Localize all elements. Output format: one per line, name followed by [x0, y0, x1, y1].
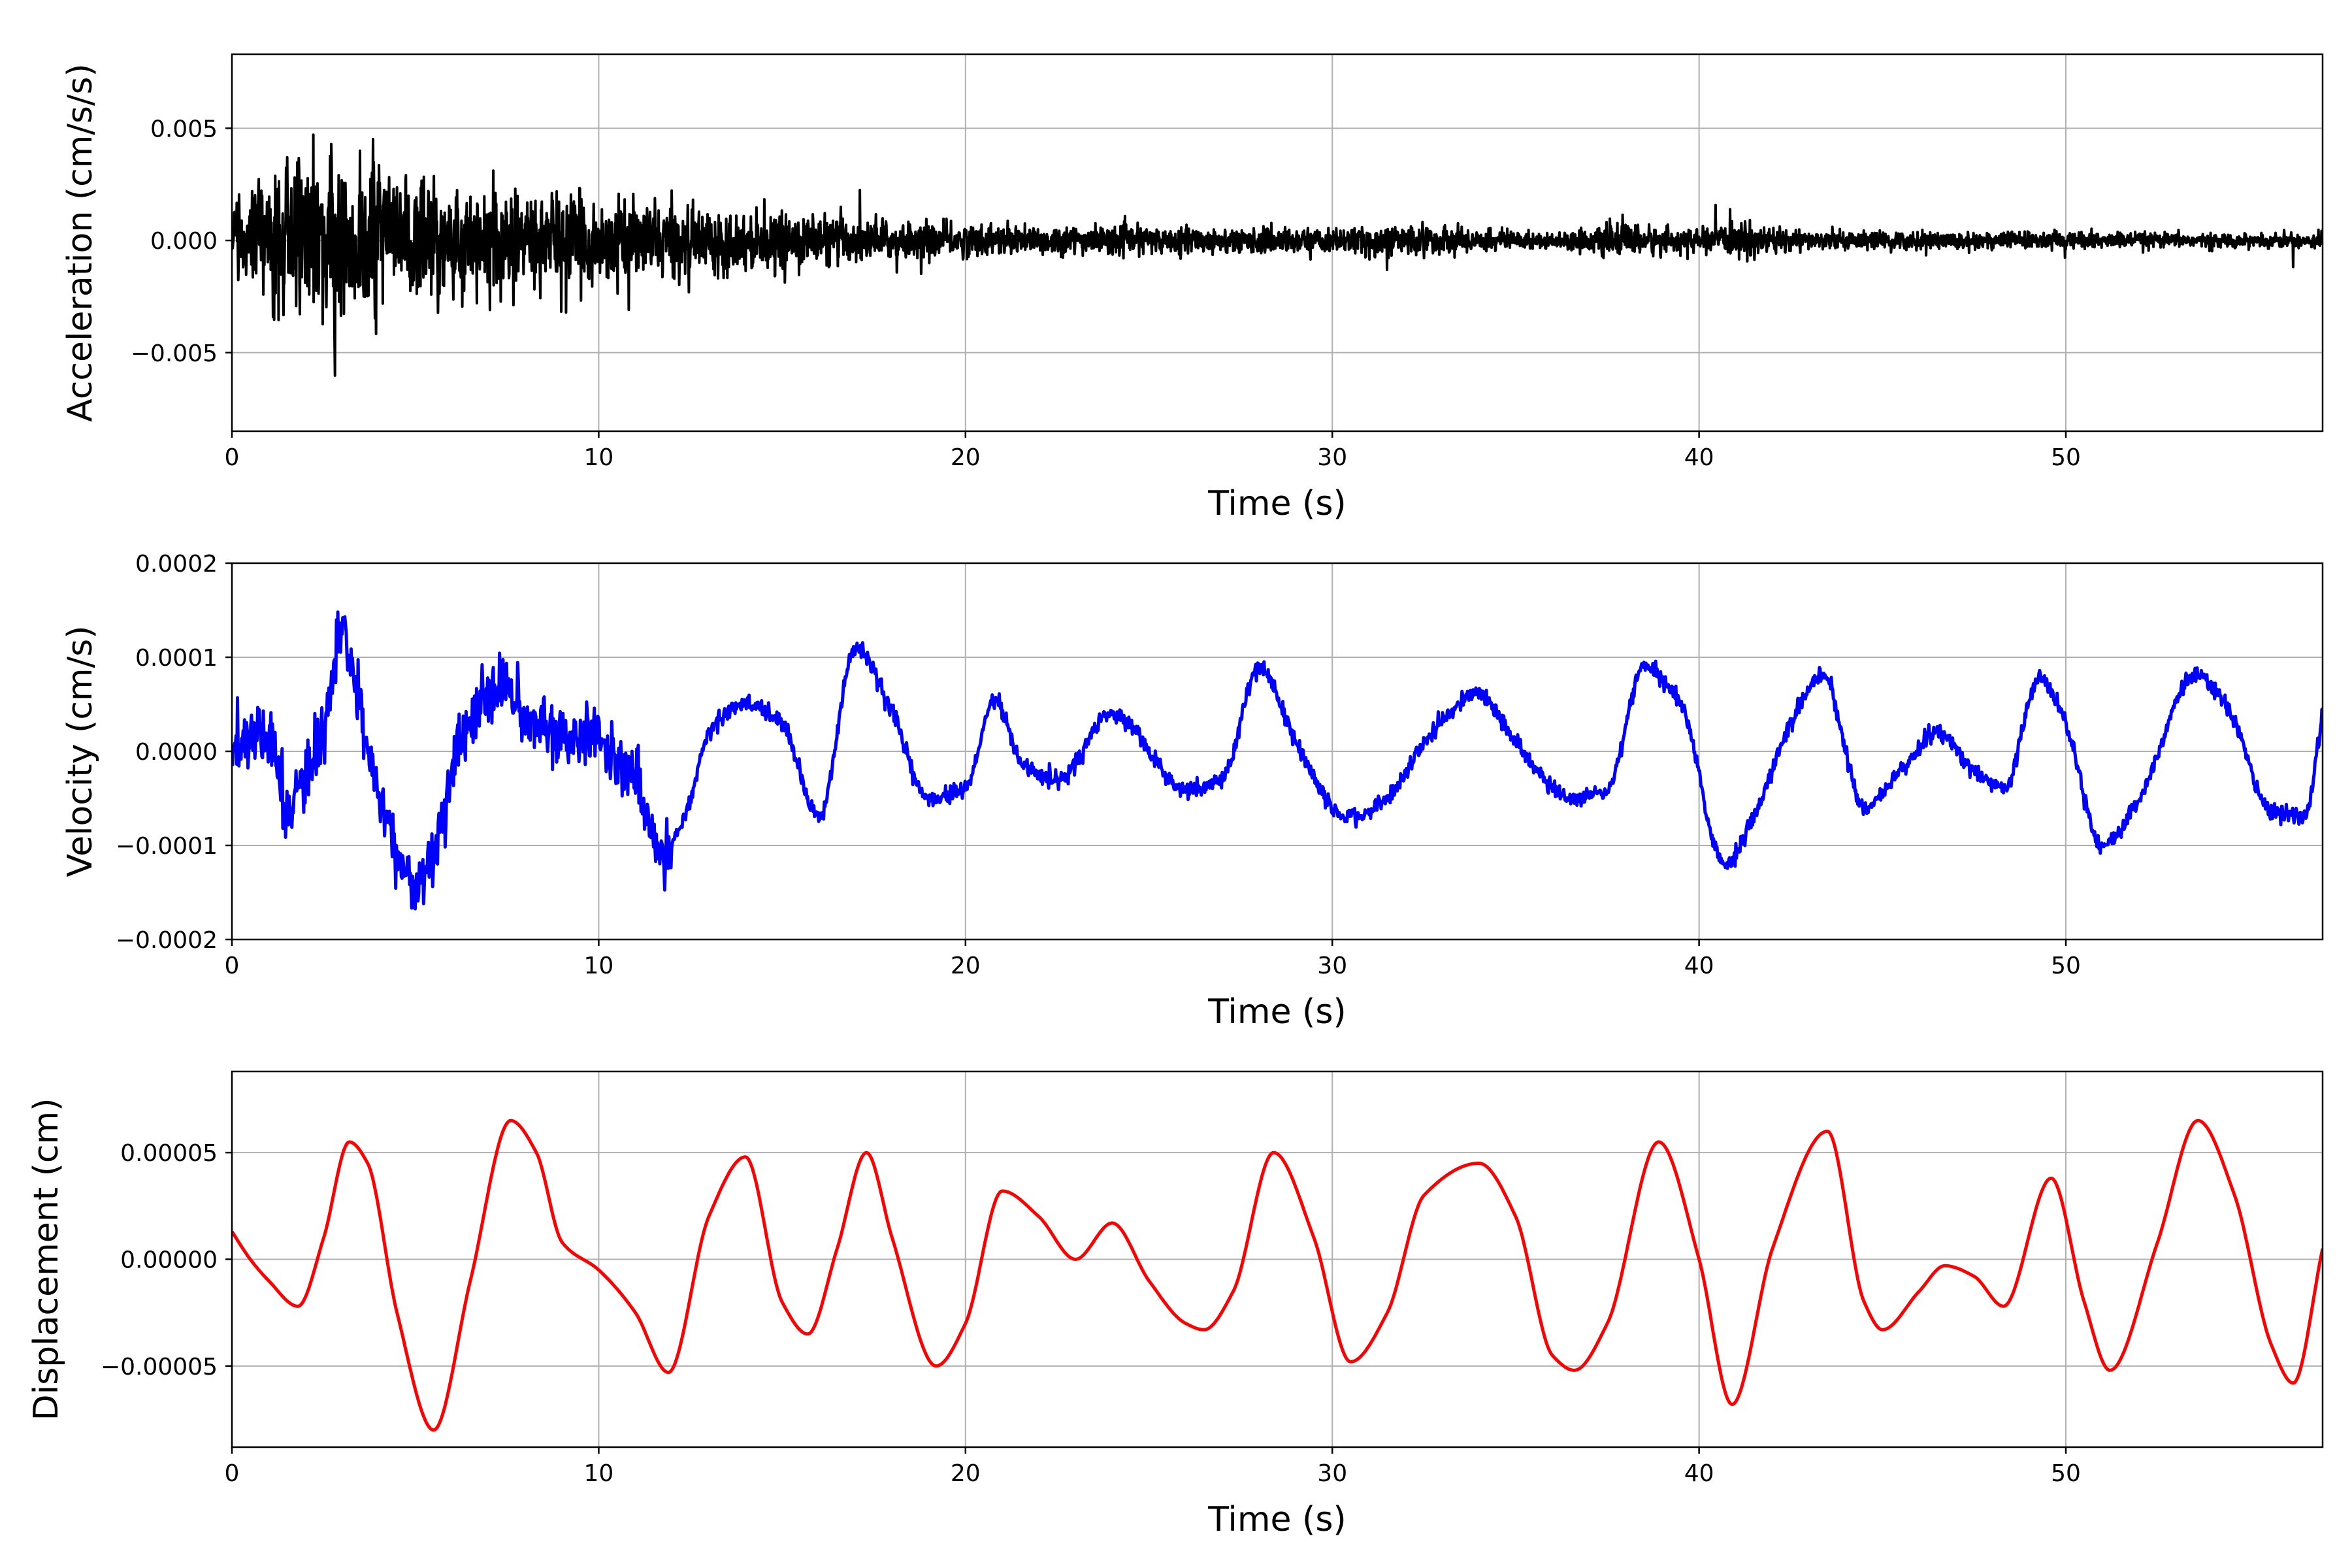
displacement-y-tick-label: 0.00005: [120, 1140, 218, 1167]
displacement-line: [232, 1119, 2323, 1432]
velocity-x-tick-label: 20: [951, 953, 981, 979]
velocity-y-tick-label: 0.0001: [135, 645, 218, 672]
displacement-y-axis-label: Displacement (cm): [27, 1098, 66, 1421]
acceleration-x-tick-label: 40: [1684, 444, 1714, 471]
displacement-y-tick-label: 0.00000: [120, 1247, 218, 1274]
acceleration-y-tick-label: 0.000: [150, 228, 218, 255]
displacement-y-tick-label: −0.00005: [101, 1354, 218, 1380]
acceleration-y-tick-label: −0.005: [131, 340, 218, 367]
velocity-y-tick-label: −0.0001: [116, 833, 218, 860]
acceleration-series: [232, 133, 2323, 377]
velocity-y-axis-label: Velocity (cm/s): [61, 626, 100, 877]
acceleration-x-tick-label: 20: [951, 444, 981, 471]
acceleration-plot-frame: [231, 53, 2324, 433]
displacement-series: [232, 1119, 2323, 1432]
velocity-y-tick-label: 0.0000: [135, 739, 218, 766]
velocity-x-tick-label: 50: [2051, 953, 2081, 979]
acceleration-panel: 0 10 20 30 40 50 −0.005 0.000 0.005 Time (s) Acc…: [61, 53, 2324, 523]
acceleration-line: [232, 133, 2323, 377]
velocity-y-tick-label: −0.0002: [116, 927, 218, 954]
velocity-ticks: 0 10 20 30 40 50 −0.0002 −0.0001 0.0000 0.0001 0.0…: [116, 551, 2081, 979]
acceleration-y-tick-label: 0.005: [150, 116, 218, 142]
velocity-panel: 0 10 20 30 40 50 −0.0002 −0.0001 0.0000 0.0001 0.0…: [61, 551, 2324, 1032]
acceleration-x-tick-label: 50: [2051, 444, 2081, 471]
displacement-x-tick-label: 50: [2051, 1460, 2081, 1487]
acceleration-x-tick-label: 0: [225, 444, 240, 471]
acceleration-y-axis-label: Acceleration (cm/s/s): [61, 63, 100, 422]
velocity-x-tick-label: 10: [583, 953, 613, 979]
displacement-x-tick-label: 20: [951, 1460, 981, 1487]
displacement-x-tick-label: 40: [1684, 1460, 1714, 1487]
velocity-x-tick-label: 0: [225, 953, 240, 979]
displacement-x-tick-label: 0: [225, 1460, 240, 1487]
displacement-ticks: 0 10 20 30 40 50 −0.00005 0.00000 0.00005: [101, 1140, 2081, 1487]
acceleration-x-tick-label: 30: [1317, 444, 1347, 471]
velocity-x-axis-label: Time (s): [1207, 992, 1346, 1032]
displacement-x-tick-label: 10: [583, 1460, 613, 1487]
velocity-series: [232, 610, 2323, 911]
velocity-x-tick-label: 40: [1684, 953, 1714, 979]
displacement-x-axis-label: Time (s): [1207, 1500, 1346, 1539]
displacement-panel: 0 10 20 30 40 50 −0.00005 0.00000 0.00005 Time (…: [27, 1070, 2324, 1539]
velocity-line: [232, 610, 2323, 911]
acceleration-x-axis-label: Time (s): [1207, 484, 1346, 523]
acceleration-x-tick-label: 10: [583, 444, 613, 471]
acceleration-ticks: 0 10 20 30 40 50 −0.005 0.000 0.005: [131, 116, 2081, 471]
velocity-y-tick-label: 0.0002: [135, 551, 218, 578]
velocity-x-tick-label: 30: [1317, 953, 1347, 979]
displacement-x-tick-label: 30: [1317, 1460, 1347, 1487]
